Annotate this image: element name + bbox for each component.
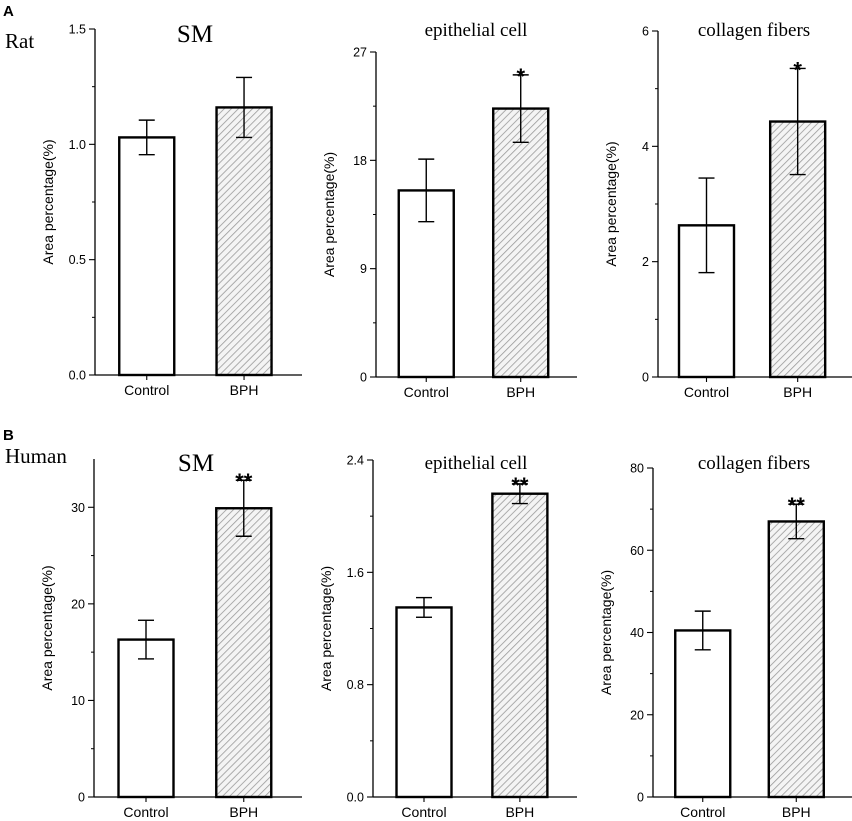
x-tick-label: Control <box>680 804 725 820</box>
bar-bph <box>491 492 549 799</box>
bar-control <box>117 638 175 799</box>
y-tick-label: 0 <box>637 791 644 805</box>
y-tick-label: 0.5 <box>69 253 86 267</box>
y-tick-label: 30 <box>71 501 85 515</box>
species-label-human: Human <box>5 444 67 468</box>
chart-6: collagen fibers Area percentage(%) 0 20 40 60… <box>598 453 852 820</box>
y-tick-label: 20 <box>630 708 644 722</box>
y-tick-label: 1.0 <box>69 138 86 152</box>
y-tick-label: 0.0 <box>69 369 86 383</box>
y-tick-label: 4 <box>642 140 649 154</box>
chart-title: epithelial cell <box>425 20 528 41</box>
y-tick-label: 27 <box>353 46 367 60</box>
y-axis-label: Area percentage(%) <box>603 141 619 266</box>
chart-title: collagen fibers <box>698 20 810 41</box>
y-tick-label: 0 <box>642 371 649 385</box>
chart-title: SM <box>177 21 213 48</box>
bar-control <box>395 606 453 799</box>
chart-title: SM <box>178 450 214 477</box>
y-axis-label: Area percentage(%) <box>598 570 614 695</box>
chart-5: epithelial cell Area percentage(%) 0.0 0.8 1… <box>318 453 577 820</box>
chart-3: collagen fibers Area percentage(%) 0 2 4 6 Con… <box>603 20 852 400</box>
x-tick-label: Control <box>401 804 446 820</box>
significance-marker: * <box>516 64 525 89</box>
significance-marker: ** <box>235 469 253 494</box>
y-tick-label: 2 <box>642 255 649 269</box>
x-tick-label: BPH <box>505 804 534 820</box>
chart-4: SM Area percentage(%) 0 10 20 30 Control BPH ** <box>39 450 302 820</box>
x-tick-label: Control <box>124 382 169 398</box>
y-tick-label: 0.0 <box>347 791 364 805</box>
y-tick-label: 60 <box>630 544 644 558</box>
y-tick-label: 0 <box>78 791 85 805</box>
x-tick-label: BPH <box>783 384 812 400</box>
bar-bph <box>215 507 273 799</box>
bar-control <box>118 136 176 377</box>
y-axis-label: Area percentage(%) <box>39 565 55 690</box>
bar-bph <box>767 520 825 799</box>
panel-letter-a: A <box>3 3 14 20</box>
chart-title: collagen fibers <box>698 453 810 474</box>
y-axis-label: Area percentage(%) <box>40 139 56 264</box>
x-tick-label: BPH <box>229 804 258 820</box>
y-tick-label: 20 <box>71 597 85 611</box>
significance-marker: ** <box>511 473 529 498</box>
y-tick-label: 9 <box>360 262 367 276</box>
y-tick-label: 40 <box>630 626 644 640</box>
x-tick-label: Control <box>404 384 449 400</box>
panel-letter-b: B <box>3 427 14 444</box>
chart-1: SM Area percentage(%) 0.0 0.5 1.0 1.5 Control B… <box>40 21 302 398</box>
chart-title: epithelial cell <box>425 453 528 474</box>
x-tick-label: Control <box>123 804 168 820</box>
bar-bph <box>492 107 550 379</box>
x-tick-label: BPH <box>782 804 811 820</box>
x-tick-label: Control <box>684 384 729 400</box>
x-tick-label: BPH <box>230 382 259 398</box>
y-tick-label: 6 <box>642 25 649 39</box>
y-tick-label: 0 <box>360 371 367 385</box>
significance-marker: * <box>793 57 802 82</box>
bar-bph <box>215 106 273 377</box>
y-tick-label: 80 <box>630 462 644 476</box>
x-tick-label: BPH <box>506 384 535 400</box>
chart-2: epithelial cell Area percentage(%) 0 9 18 27 C… <box>321 20 577 400</box>
significance-marker: ** <box>788 493 806 518</box>
y-tick-label: 2.4 <box>347 454 364 468</box>
y-tick-label: 18 <box>353 154 367 168</box>
y-tick-label: 10 <box>71 694 85 708</box>
y-axis-label: Area percentage(%) <box>318 566 334 691</box>
y-axis-label: Area percentage(%) <box>321 152 337 277</box>
bar-control <box>674 629 732 799</box>
y-tick-label: 0.8 <box>347 678 364 692</box>
y-tick-label: 1.5 <box>69 23 86 37</box>
species-label-rat: Rat <box>5 29 34 53</box>
y-tick-label: 1.6 <box>347 566 364 580</box>
charts-group: SM Area percentage(%) 0.0 0.5 1.0 1.5 Control B… <box>39 20 852 820</box>
